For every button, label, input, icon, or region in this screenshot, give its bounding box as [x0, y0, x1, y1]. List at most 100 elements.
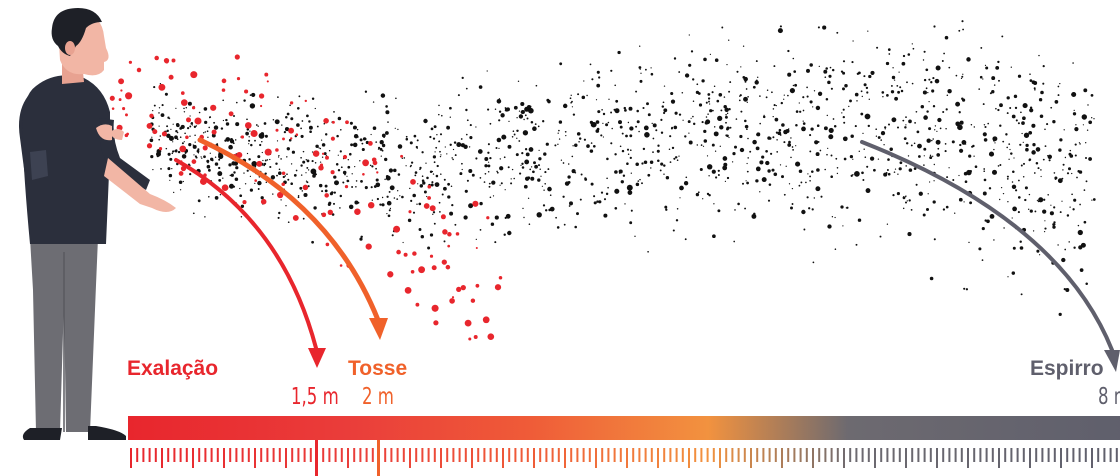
droplet [1068, 241, 1070, 243]
droplet [1025, 143, 1029, 148]
droplet [989, 92, 992, 95]
droplet [524, 162, 526, 164]
droplet [755, 146, 760, 151]
droplet [432, 137, 436, 140]
droplet [737, 202, 740, 206]
droplet [194, 134, 196, 137]
droplet [898, 71, 900, 73]
droplet [842, 60, 846, 63]
droplet [344, 173, 346, 176]
droplet [371, 165, 374, 168]
droplet [284, 175, 287, 177]
droplet [1052, 225, 1056, 229]
droplet [577, 93, 580, 96]
droplet [690, 50, 694, 53]
droplet [222, 119, 225, 122]
droplet [791, 146, 794, 148]
droplet [1050, 106, 1053, 109]
droplet [663, 111, 666, 115]
droplet [532, 126, 537, 131]
large-droplet [281, 182, 285, 187]
droplet [562, 195, 565, 198]
droplet [936, 153, 941, 157]
droplet [369, 164, 372, 167]
droplet [494, 215, 499, 220]
droplet [335, 163, 339, 166]
droplet [857, 218, 862, 222]
droplet [196, 149, 200, 153]
droplet [522, 207, 524, 210]
droplet [507, 144, 512, 149]
droplet [423, 190, 427, 194]
droplet [1040, 90, 1044, 95]
droplet [349, 121, 353, 125]
droplet [913, 142, 916, 145]
droplet [556, 226, 560, 229]
droplet [1064, 248, 1067, 251]
droplet [649, 160, 654, 165]
droplet [973, 155, 975, 157]
scale-tick [985, 448, 988, 462]
droplet [308, 120, 311, 123]
droplet [937, 147, 940, 150]
large-droplet [312, 150, 320, 157]
droplet [636, 120, 640, 124]
droplet [826, 153, 828, 156]
large-droplet [367, 201, 375, 209]
droplet [397, 144, 403, 149]
scale-tick [551, 448, 554, 462]
droplet [218, 158, 221, 161]
droplet [541, 185, 544, 187]
droplet [961, 97, 964, 100]
droplet [357, 201, 360, 204]
droplet [840, 205, 844, 209]
large-droplet [456, 286, 462, 293]
droplet [307, 185, 310, 188]
large-droplet [330, 136, 335, 141]
droplet [1040, 169, 1042, 171]
scale-tick [781, 448, 783, 468]
droplet [489, 196, 492, 199]
droplet [1072, 112, 1077, 116]
droplet [524, 148, 528, 151]
droplet [361, 142, 364, 145]
droplet [393, 197, 396, 199]
droplet [1027, 208, 1030, 211]
droplet [250, 143, 253, 147]
droplet [305, 172, 307, 174]
droplet [983, 124, 986, 126]
scale-tick [136, 448, 139, 462]
scale-tick [446, 448, 449, 462]
droplet [598, 76, 601, 79]
scale-tick [1115, 448, 1118, 462]
droplet [902, 54, 906, 58]
large-droplet [482, 316, 490, 324]
droplet [375, 182, 381, 188]
droplet [851, 61, 854, 64]
droplet [243, 99, 246, 102]
droplet [432, 155, 437, 159]
droplet [157, 153, 159, 155]
droplet [908, 199, 911, 202]
large-droplet [128, 60, 132, 64]
droplet [564, 130, 567, 133]
droplet [1073, 198, 1077, 202]
scale-tick [291, 448, 294, 462]
droplet [471, 173, 475, 177]
droplet [905, 142, 909, 145]
droplet [269, 158, 271, 161]
droplet [570, 94, 572, 97]
large-droplet [234, 54, 240, 60]
droplet [934, 125, 937, 127]
droplet [906, 200, 908, 202]
droplet [321, 156, 324, 158]
large-droplet [244, 122, 252, 129]
scale-tick [917, 448, 920, 462]
scale-tick [489, 448, 492, 462]
droplet [318, 147, 320, 149]
droplet [700, 144, 703, 146]
scale-tick [836, 448, 839, 462]
droplet [217, 171, 223, 177]
droplet [169, 179, 171, 181]
droplet [726, 112, 729, 115]
